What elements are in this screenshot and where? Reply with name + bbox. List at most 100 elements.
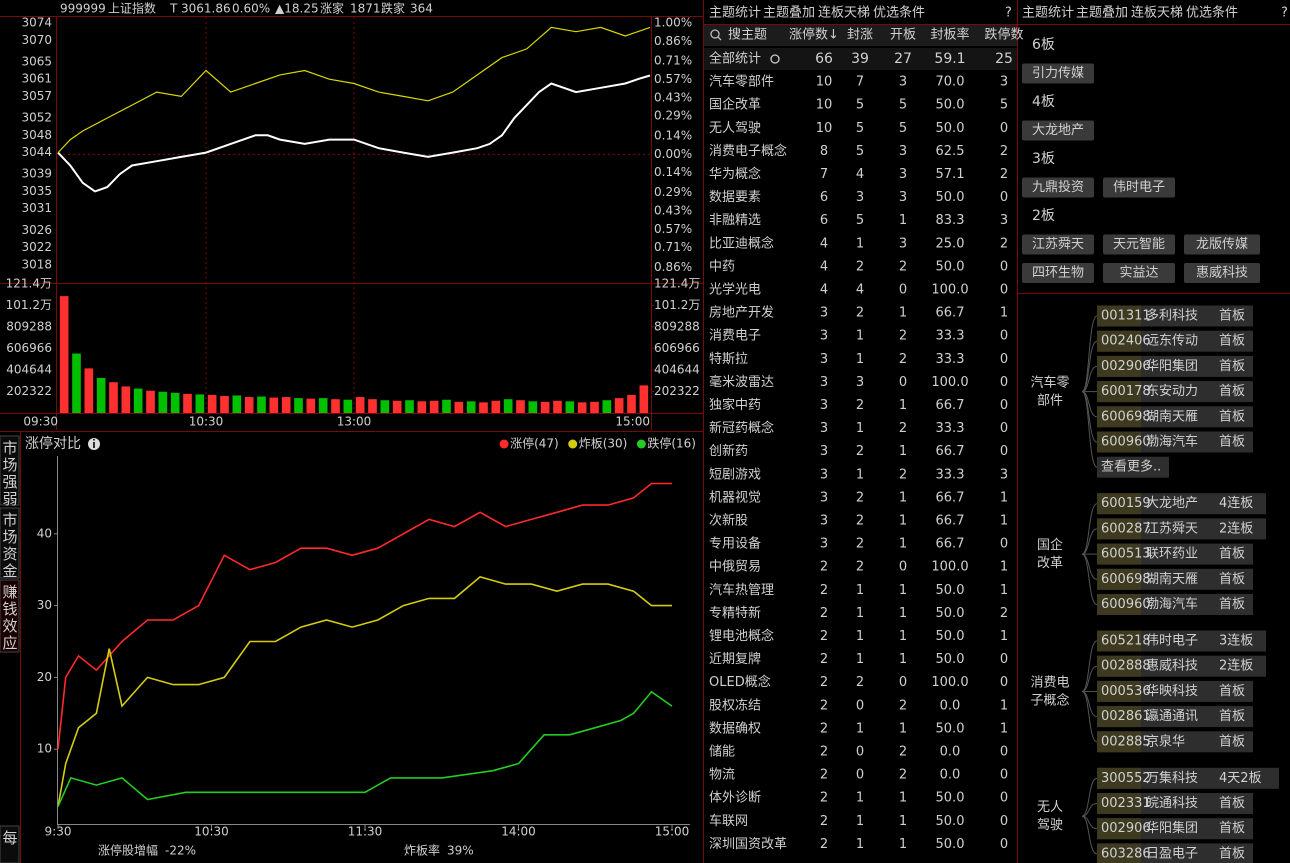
theme-name[interactable]: 独家中药	[709, 397, 761, 413]
column-header[interactable]: 跌停数	[984, 27, 1023, 43]
stock-button[interactable]	[1103, 263, 1175, 283]
ladder-tab[interactable]: 主题叠加	[1076, 6, 1128, 21]
stock-code[interactable]: 002861	[1101, 709, 1151, 724]
stock-name[interactable]: 联环药业	[1146, 547, 1198, 562]
stock-button[interactable]	[1022, 177, 1094, 198]
stock-code[interactable]: 605218	[1101, 634, 1151, 649]
theme-name[interactable]: 股权冻结	[709, 697, 761, 713]
stock-code[interactable]: 000536	[1101, 684, 1151, 699]
stock-code[interactable]: 002331	[1101, 796, 1151, 811]
stock-button-label[interactable]: 江苏舜天	[1032, 236, 1084, 252]
theme-name[interactable]: 毫米波雷达	[709, 374, 774, 390]
stock-button[interactable]	[1022, 234, 1094, 255]
theme-name[interactable]: 光学光电	[709, 282, 761, 298]
stock-button[interactable]	[1022, 263, 1094, 283]
stock-button-label[interactable]: 天元智能	[1113, 237, 1165, 252]
more-button-label[interactable]: 查看更多..	[1101, 459, 1161, 475]
stock-code[interactable]: 002885	[1101, 734, 1151, 749]
theme-name[interactable]: 专精特新	[709, 605, 761, 621]
column-header[interactable]: 开板	[890, 28, 916, 43]
ladder-tab[interactable]: 优选条件	[1186, 5, 1238, 21]
stock-name[interactable]: 东安动力	[1146, 384, 1198, 399]
stock-name[interactable]: 多利科技	[1146, 308, 1198, 324]
theme-name[interactable]: 汽车热管理	[709, 582, 774, 598]
side-tab[interactable]: 赚钱效应	[1, 584, 19, 652]
more-button[interactable]	[1097, 456, 1169, 478]
stock-code[interactable]: 002406	[1101, 334, 1151, 349]
theme-name[interactable]: 机器视觉	[709, 490, 761, 505]
side-tab-bg[interactable]	[0, 579, 20, 653]
stock-button[interactable]	[1103, 234, 1175, 255]
stock-code[interactable]: 600960	[1101, 597, 1151, 612]
group-label[interactable]: 无人驾驶	[1037, 800, 1063, 833]
theme-name[interactable]: 房地产开发	[709, 305, 774, 321]
stock-button-label[interactable]: 伟时电子	[1113, 180, 1165, 195]
ladder-tab[interactable]: ?	[1281, 6, 1288, 21]
theme-name[interactable]: 车联网	[709, 813, 748, 829]
theme-name[interactable]: 创新药	[709, 443, 748, 459]
stock-name[interactable]: 日盈电子	[1146, 846, 1198, 861]
theme-name[interactable]: 中药	[709, 259, 735, 274]
stock-button-label[interactable]: 大龙地产	[1032, 123, 1084, 138]
stock-code[interactable]: 001311	[1101, 309, 1151, 324]
column-header[interactable]: 搜主题	[728, 28, 767, 43]
stock-button[interactable]	[1184, 263, 1260, 283]
theme-name[interactable]: 消费电子概念	[709, 143, 787, 159]
theme-name[interactable]: 近期复牌	[709, 651, 761, 667]
stock-name[interactable]: 惠威科技	[1146, 659, 1198, 674]
stock-name[interactable]: 渤海汽车	[1146, 434, 1198, 450]
theme-name[interactable]: 特斯拉	[709, 352, 748, 367]
stock-button-label[interactable]: 引力传媒	[1032, 66, 1084, 81]
stock-name[interactable]: 华映科技	[1146, 684, 1198, 699]
side-tab[interactable]: 市场强弱	[1, 440, 19, 508]
stock-name[interactable]: 皖通科技	[1146, 796, 1198, 811]
theme-name[interactable]: 全部统计	[709, 51, 761, 67]
stock-name[interactable]: 华阳集团	[1146, 820, 1198, 836]
theme-name[interactable]: 国企改革	[709, 97, 761, 113]
stock-code[interactable]: 300552	[1101, 771, 1151, 786]
column-header[interactable]: 封板率	[930, 27, 969, 43]
table-tab[interactable]: 连板天梯	[818, 5, 870, 21]
stock-name[interactable]: 伟时电子	[1146, 634, 1198, 649]
theme-name[interactable]: 体外诊断	[709, 791, 761, 806]
theme-name[interactable]: 数据确权	[709, 720, 761, 736]
theme-name[interactable]: 消费电子	[709, 329, 761, 344]
stock-button[interactable]	[1184, 234, 1260, 255]
stock-button-label[interactable]: 龙版传媒	[1196, 237, 1248, 252]
stock-code[interactable]: 600178	[1101, 384, 1151, 399]
stock-button[interactable]	[1103, 177, 1175, 198]
table-tab[interactable]: ?	[1005, 6, 1012, 21]
ladder-tab[interactable]: 主题统计	[1022, 6, 1074, 21]
stock-name[interactable]: 京泉华	[1146, 733, 1185, 749]
stock-code[interactable]: 600159	[1101, 496, 1151, 511]
stock-code[interactable]: 603286	[1101, 846, 1151, 861]
theme-name[interactable]: 短剧游戏	[709, 467, 761, 482]
theme-name[interactable]: 中俄贸易	[709, 560, 761, 575]
stock-name[interactable]: 湖南天雁	[1146, 571, 1198, 587]
column-header[interactable]: 涨停数↓	[789, 27, 839, 43]
side-tab[interactable]: 市场资金	[1, 512, 19, 580]
stock-code[interactable]: 600513	[1101, 547, 1151, 562]
stock-code[interactable]: 600698	[1101, 572, 1151, 587]
stock-code[interactable]: 600287	[1101, 521, 1151, 536]
stock-code[interactable]: 600698	[1101, 409, 1151, 424]
theme-name[interactable]: 数据要素	[709, 190, 761, 205]
stock-name[interactable]: 江苏舜天	[1146, 520, 1198, 536]
stock-button-label[interactable]: 实益达	[1119, 266, 1158, 281]
theme-name[interactable]: 汽车零部件	[709, 74, 774, 90]
stock-button[interactable]	[1022, 63, 1094, 84]
theme-name[interactable]: OLED概念	[709, 674, 771, 690]
side-tab-bg[interactable]	[0, 507, 20, 579]
side-tab[interactable]: 每	[1, 830, 19, 847]
theme-name[interactable]: 华为概念	[709, 166, 761, 182]
info-icon[interactable]	[88, 438, 100, 450]
stock-button-label[interactable]: 四环生物	[1032, 266, 1084, 281]
theme-name[interactable]: 锂电池概念	[709, 628, 774, 644]
stock-code[interactable]: 002906	[1101, 359, 1151, 374]
stock-name[interactable]: 渤海汽车	[1146, 596, 1198, 612]
table-tab[interactable]: 主题统计	[709, 6, 761, 21]
theme-name[interactable]: 非融精选	[709, 213, 761, 228]
table-tab[interactable]: 主题叠加	[763, 6, 815, 21]
theme-name[interactable]: 比亚迪概念	[709, 235, 774, 251]
theme-name[interactable]: 无人驾驶	[709, 121, 761, 136]
